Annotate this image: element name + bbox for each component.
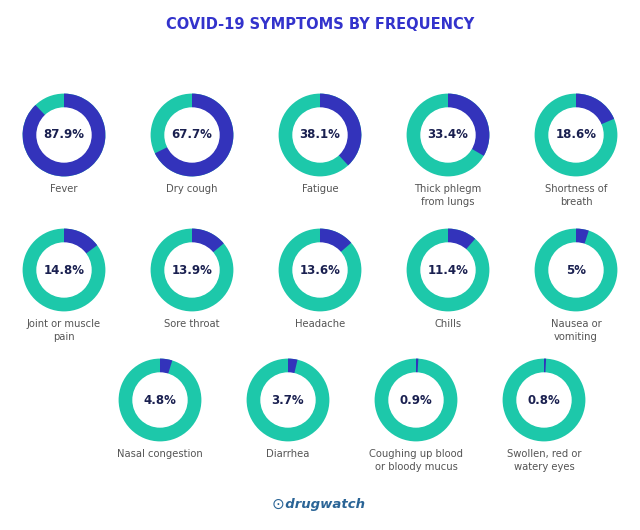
Wedge shape [278, 228, 362, 312]
Text: Nausea or
vomiting: Nausea or vomiting [550, 319, 602, 342]
Text: Chills: Chills [435, 319, 461, 329]
Text: 0.9%: 0.9% [399, 393, 433, 407]
Circle shape [549, 108, 603, 162]
Wedge shape [320, 228, 351, 252]
Circle shape [517, 373, 571, 427]
Wedge shape [406, 94, 490, 176]
Wedge shape [22, 94, 106, 176]
Text: 14.8%: 14.8% [44, 263, 84, 277]
Circle shape [165, 243, 219, 297]
Text: drugwatch: drugwatch [275, 498, 365, 511]
Wedge shape [278, 94, 362, 176]
Wedge shape [64, 228, 97, 254]
Circle shape [389, 373, 443, 427]
Wedge shape [448, 94, 490, 156]
Text: 3.7%: 3.7% [272, 393, 304, 407]
Text: Shortness of
breath: Shortness of breath [545, 184, 607, 207]
Text: Coughing up blood
or bloody mucus: Coughing up blood or bloody mucus [369, 449, 463, 472]
Text: Sore throat: Sore throat [164, 319, 220, 329]
Wedge shape [118, 359, 202, 441]
Text: Headache: Headache [295, 319, 345, 329]
Wedge shape [374, 359, 458, 441]
Text: 87.9%: 87.9% [44, 128, 84, 142]
Text: COVID-19 SYMPTOMS BY FREQUENCY: COVID-19 SYMPTOMS BY FREQUENCY [166, 17, 474, 32]
Wedge shape [320, 94, 362, 165]
Text: 13.6%: 13.6% [300, 263, 340, 277]
Text: 11.4%: 11.4% [428, 263, 468, 277]
Circle shape [421, 108, 475, 162]
Wedge shape [416, 359, 419, 373]
Wedge shape [160, 359, 172, 374]
Text: 13.9%: 13.9% [172, 263, 212, 277]
Wedge shape [576, 94, 614, 125]
Wedge shape [150, 94, 234, 176]
Circle shape [293, 108, 347, 162]
Text: 0.8%: 0.8% [527, 393, 561, 407]
Wedge shape [534, 228, 618, 312]
Circle shape [293, 243, 347, 297]
Text: 5%: 5% [566, 263, 586, 277]
Wedge shape [406, 228, 490, 312]
Wedge shape [150, 228, 234, 312]
Text: Fatigue: Fatigue [301, 184, 339, 194]
Text: 67.7%: 67.7% [172, 128, 212, 142]
Wedge shape [246, 359, 330, 441]
Wedge shape [544, 359, 546, 373]
Text: Fever: Fever [51, 184, 77, 194]
Wedge shape [448, 228, 475, 250]
Text: 38.1%: 38.1% [300, 128, 340, 142]
Text: ⊙: ⊙ [272, 497, 285, 513]
Circle shape [261, 373, 315, 427]
Circle shape [549, 243, 603, 297]
Text: 33.4%: 33.4% [428, 128, 468, 142]
Text: Diarrhea: Diarrhea [266, 449, 310, 459]
Circle shape [421, 243, 475, 297]
Text: Swollen, red or
watery eyes: Swollen, red or watery eyes [507, 449, 581, 472]
Text: Dry cough: Dry cough [166, 184, 218, 194]
Text: Joint or muscle
pain: Joint or muscle pain [27, 319, 101, 342]
Wedge shape [192, 228, 224, 253]
Text: Thick phlegm
from lungs: Thick phlegm from lungs [414, 184, 482, 207]
Wedge shape [288, 359, 298, 374]
Circle shape [37, 108, 91, 162]
Wedge shape [22, 94, 106, 176]
Wedge shape [576, 228, 589, 244]
Circle shape [165, 108, 219, 162]
Text: 18.6%: 18.6% [556, 128, 596, 142]
Text: Nasal congestion: Nasal congestion [117, 449, 203, 459]
Wedge shape [22, 228, 106, 312]
Wedge shape [502, 359, 586, 441]
Text: 4.8%: 4.8% [143, 393, 177, 407]
Wedge shape [534, 94, 618, 176]
Wedge shape [155, 94, 234, 176]
Circle shape [37, 243, 91, 297]
Circle shape [133, 373, 187, 427]
